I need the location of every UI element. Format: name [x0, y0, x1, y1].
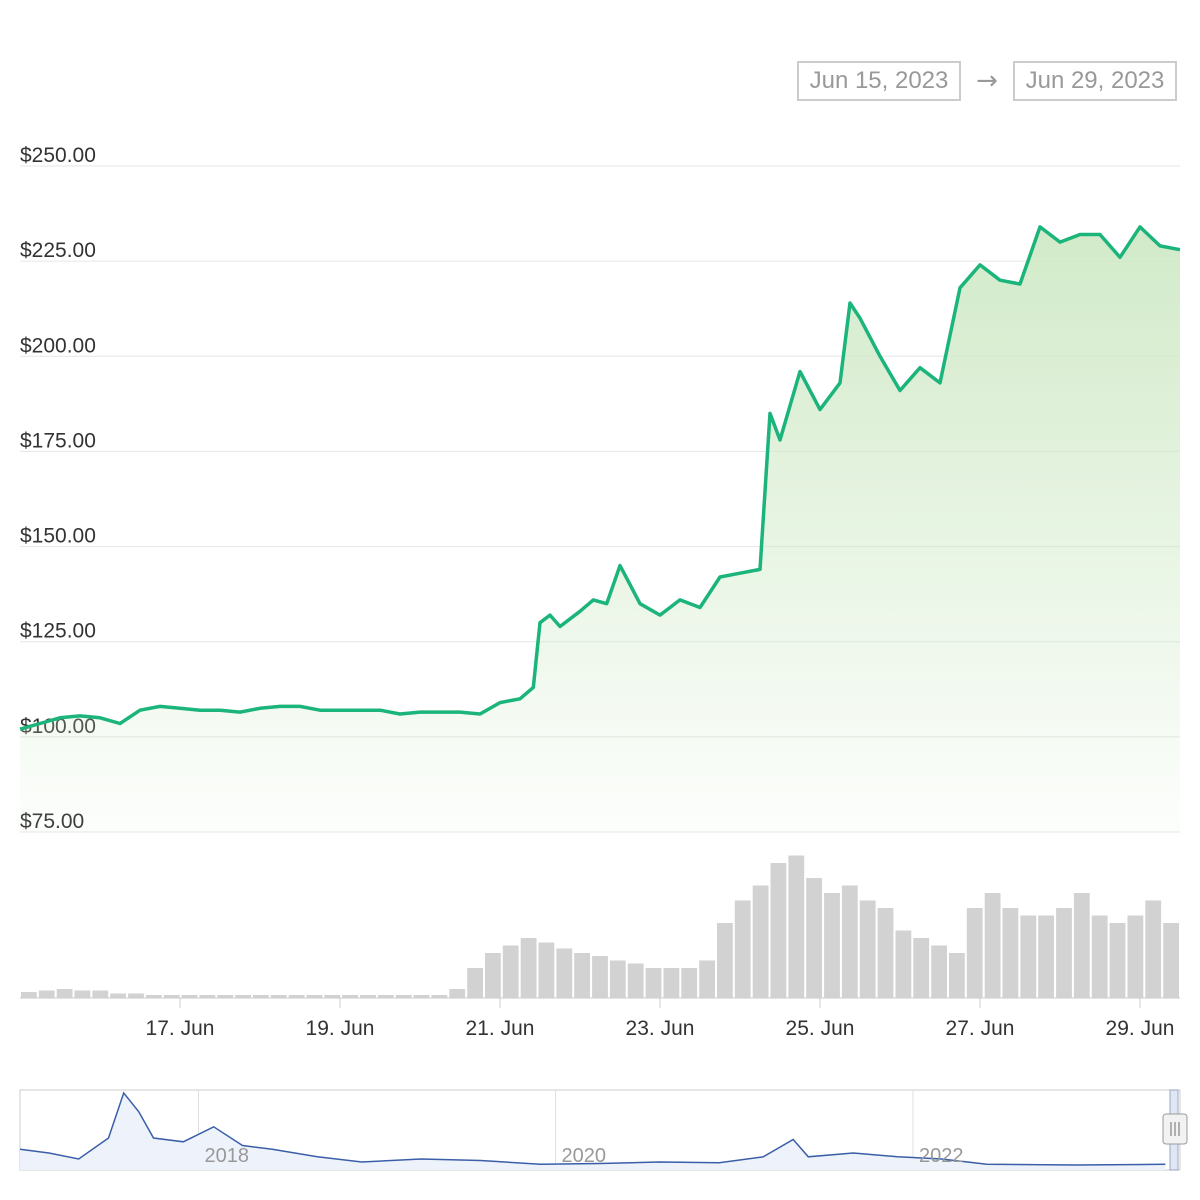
volume-bar [1020, 915, 1037, 998]
volume-bar [502, 945, 519, 998]
x-tick-label: 25. Jun [786, 1017, 855, 1040]
navigator-area [20, 1093, 1166, 1170]
navigator-line [19, 1091, 1166, 1166]
navigator-year-label: 2020 [561, 1145, 606, 1167]
volume-bar [235, 995, 251, 998]
volume-bar [859, 900, 876, 998]
volume-bar [181, 995, 198, 998]
y-tick-label: $250.00 [20, 144, 96, 167]
x-tick-label: 21. Jun [466, 1017, 535, 1040]
volume-bar [609, 960, 626, 998]
volume-bar [110, 993, 126, 998]
volume-bar [1056, 908, 1072, 998]
volume-bar [681, 968, 698, 998]
volume-bar [38, 990, 55, 998]
volume-bar [56, 989, 73, 998]
volume-bar [1002, 908, 1019, 998]
volume-bar [163, 995, 180, 998]
volume-bar [574, 953, 590, 998]
x-tick-label: 19. Jun [306, 1017, 375, 1040]
volume-bar [1091, 915, 1108, 998]
volume-bar [949, 953, 965, 998]
volume-bar [788, 855, 805, 998]
volume-bar [21, 992, 37, 998]
volume-bar [984, 893, 1001, 998]
x-tick-label: 29. Jun [1106, 1017, 1175, 1040]
volume-bar [92, 990, 109, 998]
y-tick-label: $150.00 [20, 525, 96, 548]
volume-bar [1038, 915, 1054, 998]
volume-bar [841, 885, 858, 998]
volume-bar [342, 995, 358, 998]
volume-bar [288, 995, 305, 998]
navigator[interactable]: 2018 2020 2022 [19, 1089, 1188, 1171]
volume-bar [306, 995, 323, 998]
volume-bar [270, 995, 287, 998]
volume-bar [1127, 915, 1144, 998]
price-area [20, 226, 1180, 832]
range-end-input[interactable]: Jun 29, 2023 [1013, 61, 1177, 101]
x-tick-label: 23. Jun [626, 1017, 695, 1040]
volume-bar [128, 993, 144, 998]
volume-bar [877, 908, 894, 998]
y-tick-label: $200.00 [20, 334, 96, 357]
navigator-handle[interactable] [1162, 1113, 1188, 1145]
y-tick-label: $225.00 [20, 239, 96, 262]
volume-bar [413, 995, 430, 998]
volume-bar [717, 923, 733, 998]
range-arrow-icon: → [976, 66, 998, 96]
volume-bar [377, 995, 394, 998]
volume-bar [520, 938, 537, 998]
volume-bar [324, 995, 341, 998]
x-tick-label: 17. Jun [146, 1017, 215, 1040]
volume-bar [931, 945, 947, 998]
volume-bar [253, 995, 269, 998]
volume-bar [770, 863, 787, 998]
volume-bar [145, 995, 162, 998]
navigator-labels: 2018 2020 2022 [204, 1145, 963, 1167]
volume-bar [663, 968, 680, 998]
volume-bar [806, 878, 822, 998]
x-axis-labels: 17. Jun 19. Jun 21. Jun 23. Jun 25. Jun 27. J… [146, 998, 1175, 1040]
range-start-input[interactable]: Jun 15, 2023 [797, 61, 961, 101]
volume-bar [431, 995, 448, 998]
volume-bar [538, 942, 555, 998]
volume-bar [1109, 923, 1126, 998]
volume-bar [467, 968, 483, 998]
volume-bar [1145, 900, 1162, 998]
volume-bar [449, 989, 466, 998]
volume-bar [217, 995, 234, 998]
volume-bar [699, 960, 715, 998]
volume-bar [592, 956, 608, 998]
price-line [19, 225, 1181, 731]
volume-bars [21, 855, 1179, 998]
x-tick-label: 27. Jun [946, 1017, 1015, 1040]
volume-bar [895, 930, 912, 998]
volume-bar [1073, 893, 1090, 998]
volume-bar [556, 948, 573, 998]
volume-bar [966, 908, 983, 998]
volume-bar [1163, 923, 1179, 998]
volume-bar [74, 990, 91, 998]
volume-bar [199, 995, 216, 998]
navigator-year-label: 2022 [919, 1145, 964, 1167]
volume-bar [752, 885, 769, 998]
volume-bar [627, 963, 644, 998]
y-tick-label: $125.00 [20, 620, 96, 643]
volume-bar [360, 995, 376, 998]
volume-bar [824, 893, 840, 998]
volume-bar [913, 938, 930, 998]
volume-bar [645, 968, 662, 998]
volume-bar [734, 900, 751, 998]
volume-bar [395, 995, 412, 998]
navigator-year-label: 2018 [204, 1145, 249, 1167]
volume-bar [485, 953, 501, 998]
y-tick-label: $175.00 [20, 429, 96, 452]
